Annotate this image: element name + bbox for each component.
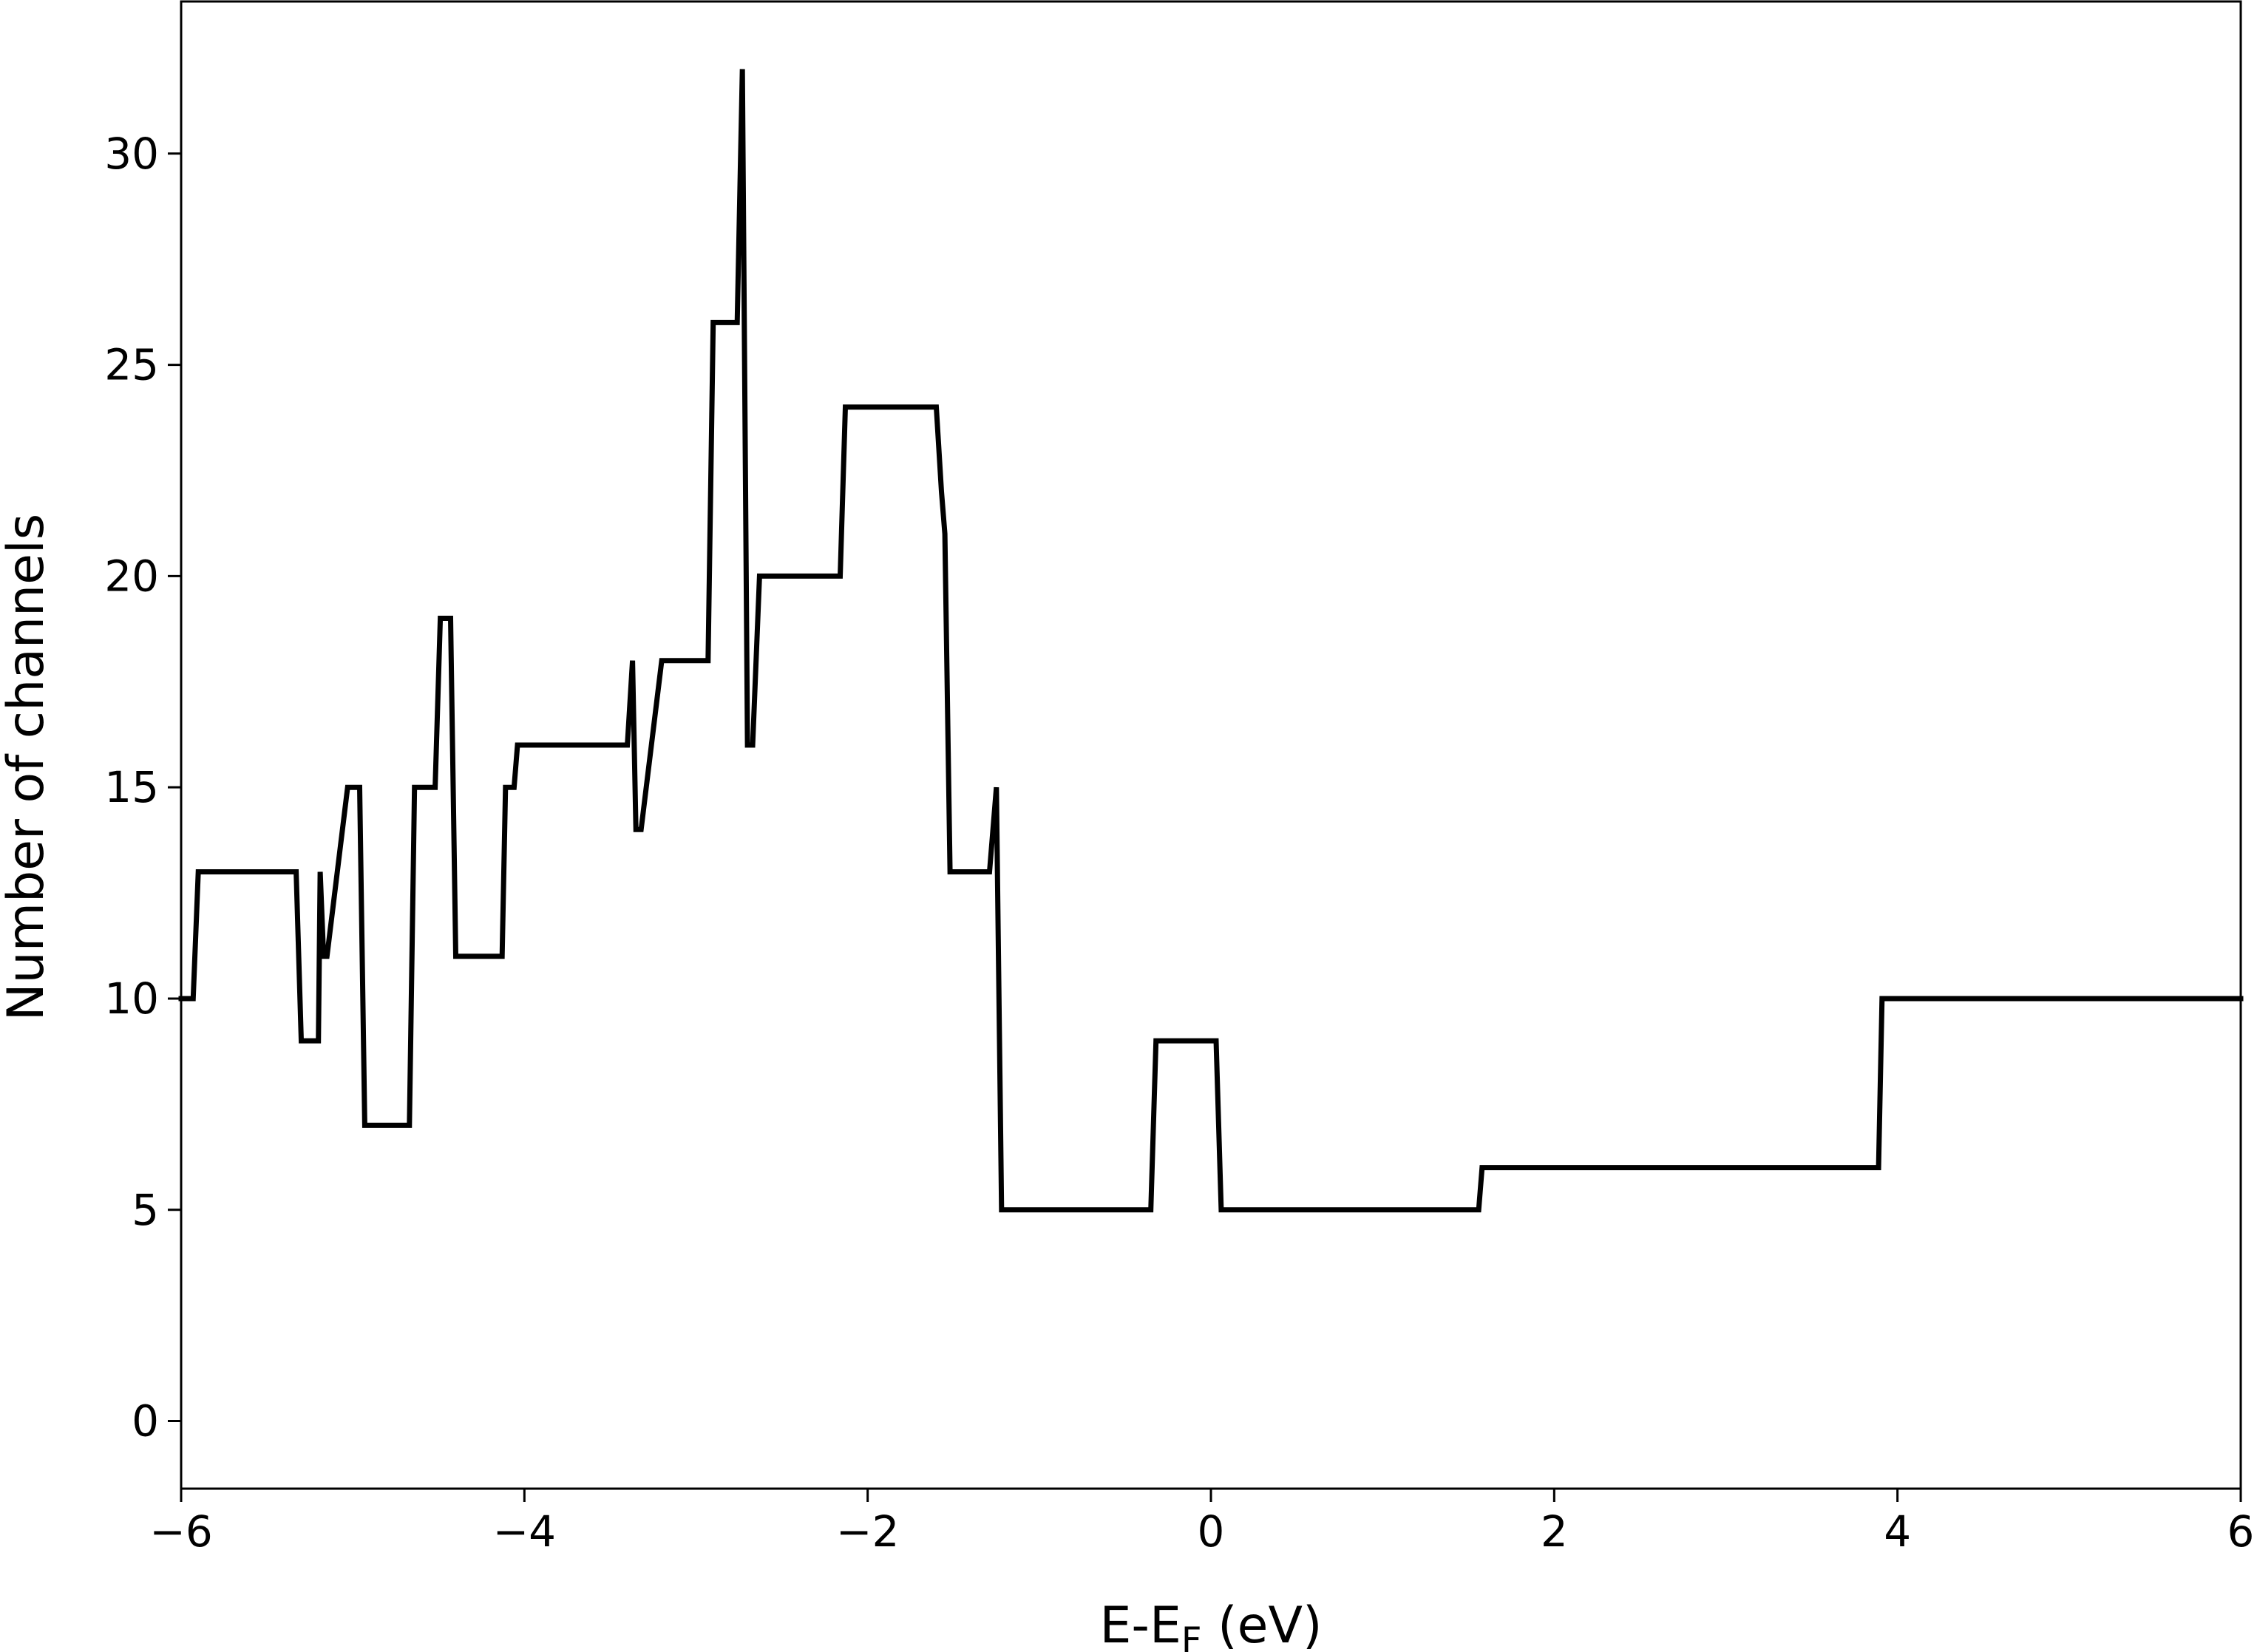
x-axis-title-main: E-E [1099, 1597, 1181, 1652]
x-tick-label: −2 [836, 1506, 900, 1557]
y-tick-label: 25 [104, 340, 159, 390]
series-layer [178, 69, 2244, 1213]
x-tick-label: 4 [1884, 1506, 1911, 1557]
y-tick-label: 10 [104, 973, 159, 1024]
ticks-layer: −6 −4 −2 0 2 4 6 0 5 10 15 20 25 30 [104, 129, 2254, 1557]
x-axis-title: E-EF (eV) [1099, 1597, 1322, 1652]
plot-frame [180, 0, 2242, 1490]
x-tick-label: 2 [1541, 1506, 1568, 1557]
x-tick-label: 0 [1198, 1506, 1225, 1557]
y-tick-label: 30 [104, 129, 159, 179]
y-tick-label: 15 [104, 762, 159, 812]
x-tick-label: 6 [2227, 1506, 2255, 1557]
x-axis-title-unit: (eV) [1202, 1597, 1323, 1652]
y-tick-label: 0 [132, 1396, 159, 1447]
x-tick-label: −4 [493, 1506, 557, 1557]
x-axis-title-subscript: F [1181, 1620, 1202, 1652]
x-tick-label: −6 [149, 1506, 213, 1557]
series-line [178, 69, 2244, 1213]
y-tick-label: 5 [132, 1185, 159, 1235]
y-axis-title: Number of channels [0, 514, 55, 1021]
y-tick-label: 20 [104, 551, 159, 601]
